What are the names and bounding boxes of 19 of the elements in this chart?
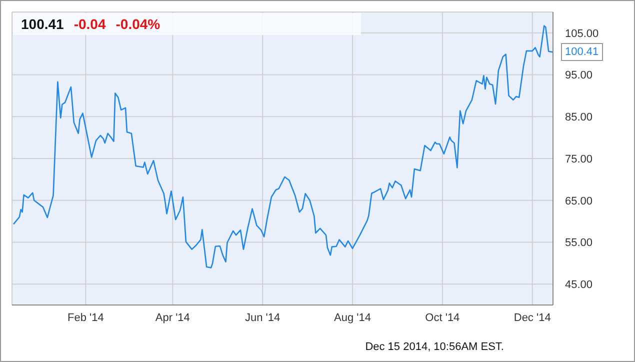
y-tick-label: 105.00 — [565, 28, 599, 40]
header-panel: 100.41 -0.04 -0.04% — [13, 13, 361, 35]
y-tick-label: 65.00 — [565, 195, 593, 208]
x-tick-label: Aug '14 — [334, 312, 372, 324]
x-tick-label: Jun '14 — [245, 312, 280, 324]
text: Dec 15 2014, 10:56AM EST. — [365, 341, 504, 353]
annotation: 100.41 — [561, 43, 603, 62]
x-tick-label: Feb '14 — [68, 312, 104, 324]
y-tick-label: 85.00 — [565, 112, 593, 124]
y-tick-label: 55.00 — [565, 237, 593, 250]
x-tick-label: Apr '14 — [155, 312, 190, 324]
annotation: -0.04% — [116, 16, 160, 32]
y-tick-label: 95.00 — [565, 70, 593, 82]
annotation: -0.04 — [74, 16, 106, 32]
x-tick-label: Dec '14 — [514, 312, 551, 324]
annotation: 100.41 — [21, 16, 64, 32]
y-tick-label: 45.00 — [565, 278, 593, 291]
y-tick-label: 75.00 — [565, 153, 593, 166]
x-tick-label: Oct '14 — [425, 312, 460, 324]
